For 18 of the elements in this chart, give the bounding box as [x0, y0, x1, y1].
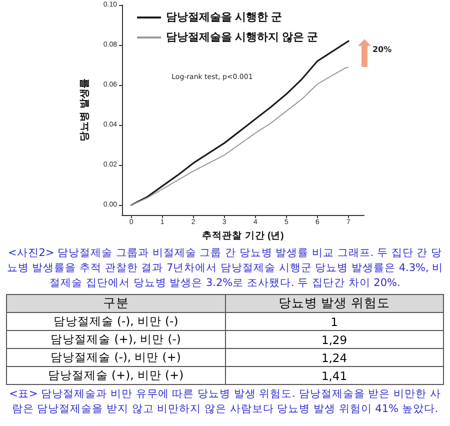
text: <사진2> 담낭절제술 그룹과 비절제술 그룹 간 당뇨병 발생률 비교 그래프. 두 집단 간 당뇨병 발생률을 추적 관찰한 결과 7년차에서 담낭절제술 시행군 당뇨병 발생률은 4.3%, 비절제술 집단에서 당뇨병 발생은 3.2%로 조사됐다. 두 집단간 차이 20%.	[6, 246, 444, 291]
text: <표> 담낭절제술과 비만 유무에 따른 당뇨병 발생 위험도. 담낭절제술을 받은 비만한 사람은 담낭절제술을 받지 않고 비만하지 않은 사람보다 당뇨병 발생 위험이 41% 높았다.	[8, 387, 442, 417]
text: 1,41	[321, 368, 348, 382]
text: 구분	[6, 294, 225, 312]
legend-label: 담낭절제술을 시행한 군	[166, 12, 282, 24]
y-axis-title: 당뇨병 발생률	[80, 78, 90, 142]
legend-label: 담낭절제술을 시행하지 않은 군	[166, 32, 318, 44]
text: 1,24	[321, 350, 348, 364]
x-axis-title: 추적관찰 기간 (년)	[202, 230, 284, 242]
line-series	[130, 66, 350, 206]
category-label: 담낭절제술 (-), 비만 (-)	[6, 312, 225, 330]
category-label: 담낭절제술 (+), 비만 (+)	[6, 366, 225, 384]
category-label: 담낭절제술 (+), 비만 (-)	[6, 330, 225, 348]
text: 20%	[372, 45, 392, 54]
text: 1,29	[321, 332, 348, 346]
category-label: 담낭절제술 (-), 비만 (+)	[6, 348, 225, 366]
text: 1	[330, 314, 338, 328]
text: 당뇨병 발생 위험도	[225, 294, 444, 312]
